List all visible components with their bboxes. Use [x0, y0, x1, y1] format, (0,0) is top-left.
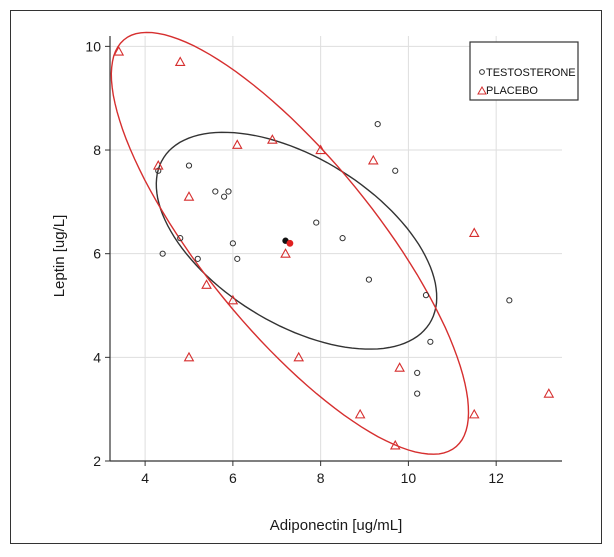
- y-tick-label: 8: [93, 142, 101, 158]
- legend-label-placebo: PLACEBO: [486, 85, 538, 97]
- x-tick-label: 6: [229, 470, 237, 486]
- placebo-mean-marker: [287, 240, 294, 247]
- x-tick-label: 12: [488, 470, 504, 486]
- x-axis-title: Adiponectin [ug/mL]: [270, 517, 403, 534]
- y-tick-label: 4: [93, 349, 101, 365]
- legend: TESTOSTERONE PLACEBO: [470, 42, 578, 100]
- y-tick-label: 6: [93, 246, 101, 262]
- y-tick-label: 10: [85, 38, 101, 54]
- legend-label-testosterone: TESTOSTERONE: [486, 67, 576, 79]
- y-tick-label: 2: [93, 453, 101, 469]
- x-tick-label: 4: [141, 470, 149, 486]
- x-tick-label: 10: [401, 470, 417, 486]
- x-tick-label: 8: [317, 470, 325, 486]
- y-axis-title: Leptin [ug/L]: [51, 215, 68, 298]
